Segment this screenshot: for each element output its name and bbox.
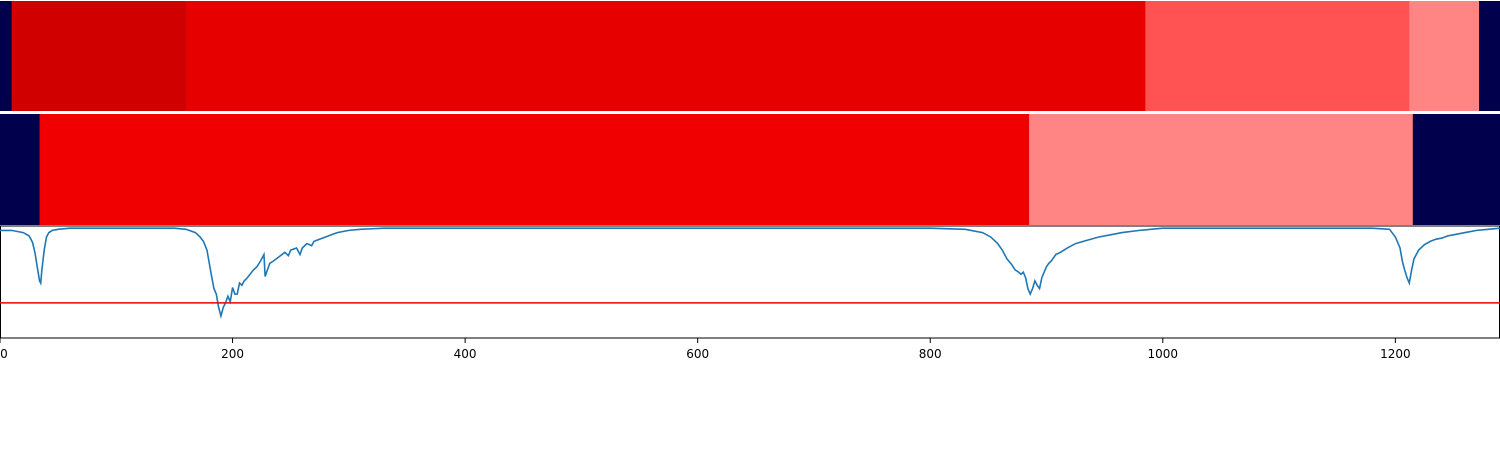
x-tick-label-1: 200 — [221, 347, 244, 361]
heatmap-middle-cell-1 — [39, 114, 1030, 225]
x-axis: 0 200 400 600 800 1000 1200 — [0, 338, 1411, 361]
heatmap-top-cell-4 — [1409, 1, 1480, 111]
line-plot-panel — [0, 225, 1500, 339]
x-tick-label-0: 0 — [0, 347, 8, 361]
heatmap-middle — [0, 114, 1500, 225]
heatmap-top-cell-2 — [186, 1, 1146, 111]
x-tick-label-2: 400 — [454, 347, 477, 361]
heatmap-middle-cell-3 — [1412, 114, 1500, 225]
series-line-0 — [0, 227, 1500, 320]
heatmap-middle-cell-0 — [0, 114, 41, 225]
heatmap-top-cell-3 — [1145, 1, 1410, 111]
x-tick-label-5: 1000 — [1148, 347, 1179, 361]
x-tick-label-3: 600 — [686, 347, 709, 361]
heatmap-top-cell-5 — [1479, 1, 1500, 111]
heatmap-top-cell-1 — [11, 1, 187, 111]
x-tick-label-6: 1200 — [1380, 347, 1411, 361]
x-tick-label-4: 800 — [919, 347, 942, 361]
line-plot-frame — [0, 225, 1500, 339]
heatmap-top — [0, 1, 1500, 111]
heatmap-middle-cell-2 — [1029, 114, 1414, 225]
heatmap-top-cell-0 — [0, 1, 13, 111]
line-plot-series — [0, 227, 1500, 320]
